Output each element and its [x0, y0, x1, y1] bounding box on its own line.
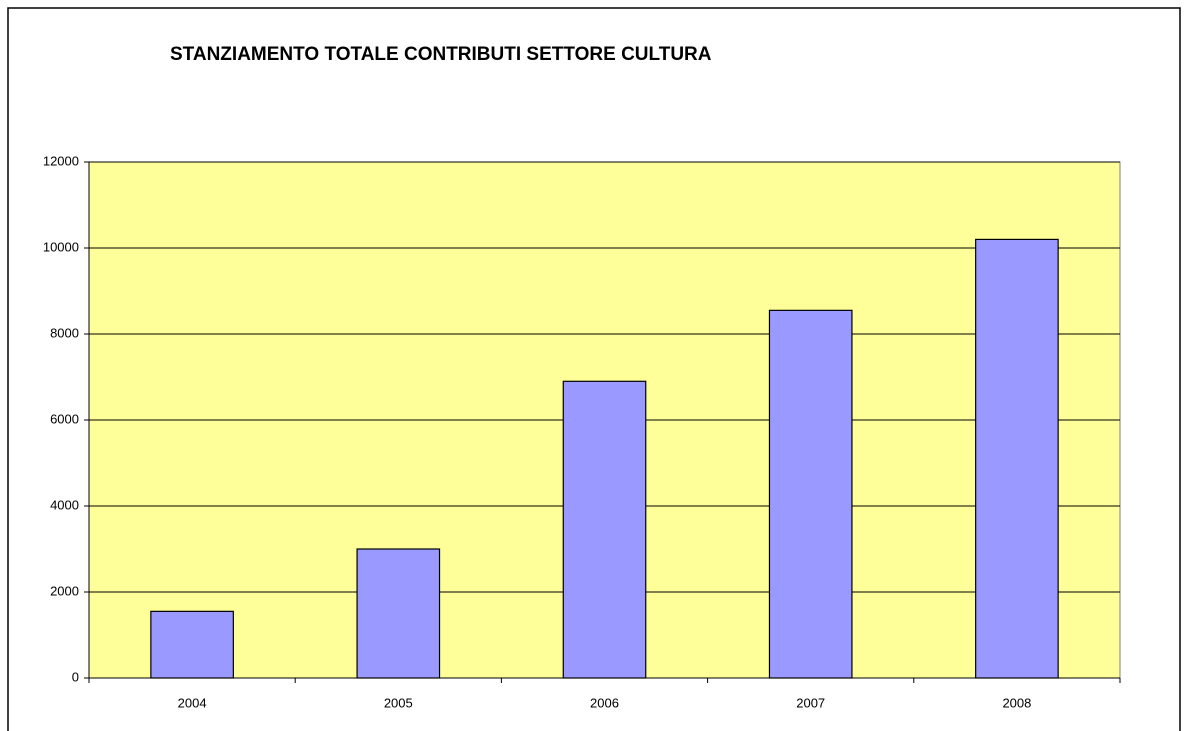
- y-tick-label: 10000: [43, 239, 79, 254]
- y-tick-label: 8000: [50, 325, 79, 340]
- x-tick-label: 2008: [1002, 695, 1031, 710]
- y-tick-label: 2000: [50, 583, 79, 598]
- y-tick-label: 0: [72, 669, 79, 684]
- bar: [356, 548, 441, 679]
- bar: [768, 309, 853, 679]
- bar: [150, 610, 234, 679]
- x-tick-label: 2007: [796, 695, 825, 710]
- x-tick-label: 2004: [178, 695, 207, 710]
- y-tick-label: 12000: [43, 153, 79, 168]
- y-tick-label: 4000: [50, 497, 79, 512]
- x-tick-label: 2006: [590, 695, 619, 710]
- bar: [975, 238, 1059, 679]
- y-tick-label: 6000: [50, 411, 79, 426]
- chart-frame: [7, 7, 1181, 731]
- bar: [562, 380, 647, 679]
- chart-title: STANZIAMENTO TOTALE CONTRIBUTI SETTORE C…: [170, 44, 712, 65]
- x-tick-label: 2005: [384, 695, 413, 710]
